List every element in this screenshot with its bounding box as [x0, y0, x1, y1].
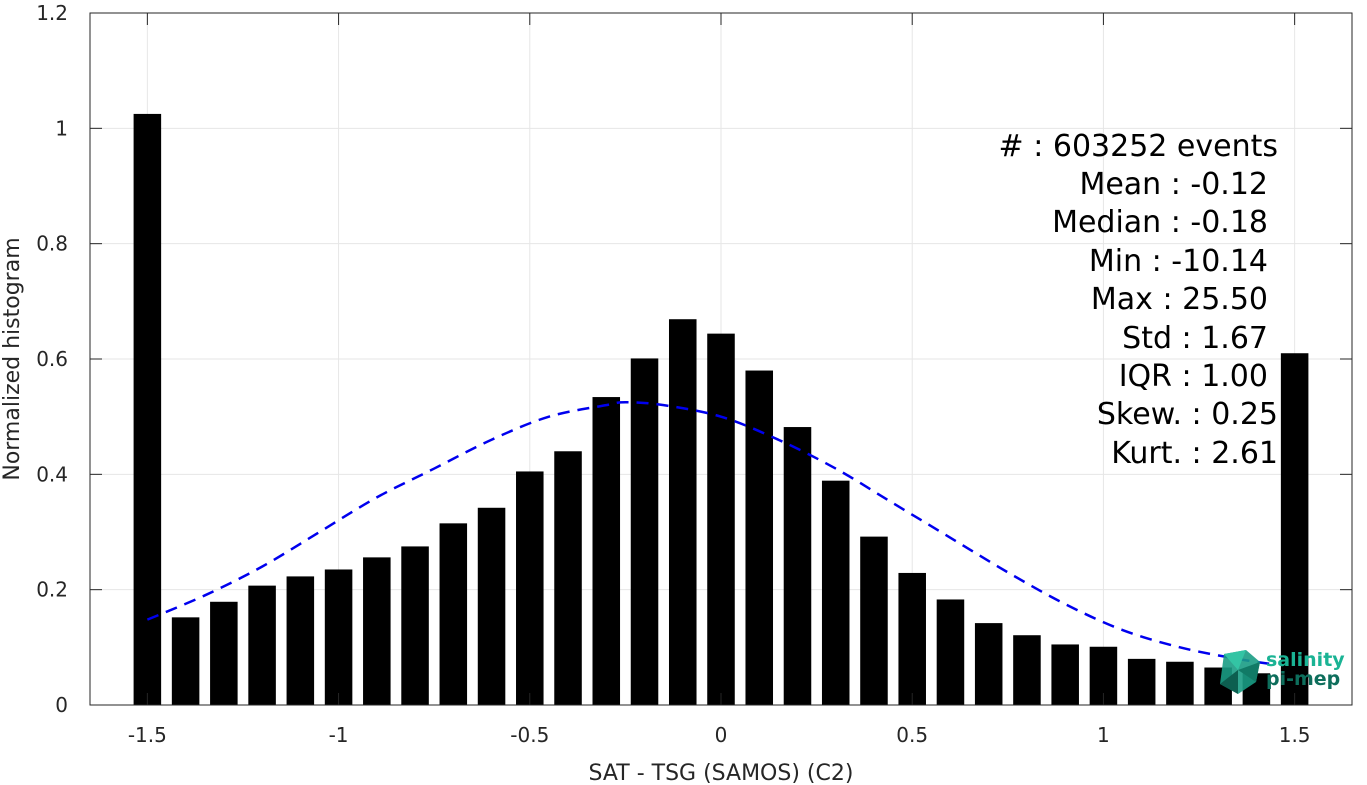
gaussian-fit-curve: [146, 400, 1276, 666]
histogram-bar-19: [860, 536, 888, 705]
stat-min: Min : -10.14: [1088, 244, 1268, 279]
histogram-bar-30: [1280, 353, 1309, 705]
histogram-bar-17: [783, 427, 812, 705]
x-tick-label-2: -0.5: [510, 723, 549, 747]
histogram-bar-8: [439, 523, 468, 705]
histogram-bar-18: [821, 480, 850, 705]
histogram-bar-1: [171, 617, 200, 705]
stat-iqr: IQR : 1.00: [1118, 359, 1268, 394]
logo-text-salinity: salinity: [1266, 649, 1345, 671]
histogram-bar-11: [554, 451, 582, 705]
stat-max: Max : 25.50: [1090, 282, 1268, 317]
logo-text-pimep: pi-mep: [1266, 668, 1341, 690]
logo-mark-icon: [1220, 650, 1260, 694]
x-tick-label-1: -1: [329, 723, 349, 747]
histogram-bar-23: [1013, 635, 1041, 705]
y-axis-label: Normalized histogram: [0, 237, 25, 480]
histogram-bar-4: [286, 576, 315, 705]
histogram-bar-3: [248, 585, 276, 705]
histogram-bars: [133, 113, 1309, 705]
y-tick-label-1: 0.2: [36, 578, 68, 602]
histogram-bar-20: [898, 572, 926, 705]
histogram-bar-16: [745, 370, 774, 705]
histogram-bar-26: [1127, 658, 1156, 705]
histogram-bar-15: [707, 333, 735, 705]
x-tick-label-6: 1.5: [1279, 723, 1311, 747]
histogram-bar-9: [477, 507, 506, 705]
x-tick-label-3: 0: [715, 723, 728, 747]
stat-skew: Skew. : 0.25: [1096, 397, 1278, 432]
salinity-pimep-logo: salinity pi-mep: [1216, 646, 1356, 696]
histogram-bar-7: [401, 546, 429, 705]
x-tick-label-0: -1.5: [128, 723, 167, 747]
x-axis-label: SAT - TSG (SAMOS) (C2): [589, 761, 854, 785]
histogram-bar-12: [592, 397, 621, 705]
histogram-bar-5: [324, 569, 353, 705]
histogram-bar-14: [668, 319, 697, 705]
y-tick-label-0: 0: [55, 693, 68, 717]
histogram-bar-6: [363, 557, 391, 705]
x-tick-label-5: 1: [1097, 723, 1110, 747]
histogram-bar-21: [936, 599, 965, 705]
axis-ticks: -1.5 -1 -0.5 0 0.5 1 1.5 0 0.2 0.4 0.6 0.8 1 1.2: [36, 1, 1352, 747]
y-tick-label-5: 1: [55, 116, 68, 140]
y-tick-label-2: 0.4: [36, 462, 68, 486]
y-tick-label-3: 0.6: [36, 347, 68, 371]
stat-kurt: Kurt. : 2.61: [1111, 436, 1278, 471]
stat-mean: Mean : -0.12: [1079, 167, 1268, 202]
histogram-bar-0: [133, 113, 162, 705]
histogram-bar-10: [516, 471, 544, 705]
stat-events: # : 603252 events: [998, 129, 1278, 164]
stat-median: Median : -0.18: [1052, 205, 1268, 240]
stat-std: Std : 1.67: [1122, 321, 1268, 356]
histogram-bar-13: [630, 358, 659, 705]
x-tick-label-4: 0.5: [896, 723, 928, 747]
y-tick-label-6: 1.2: [36, 1, 68, 25]
histogram-bar-24: [1051, 644, 1079, 705]
histogram-bar-22: [974, 623, 1003, 705]
y-tick-label-4: 0.8: [36, 232, 68, 256]
histogram-bar-2: [210, 601, 238, 705]
histogram-bar-27: [1166, 661, 1194, 705]
